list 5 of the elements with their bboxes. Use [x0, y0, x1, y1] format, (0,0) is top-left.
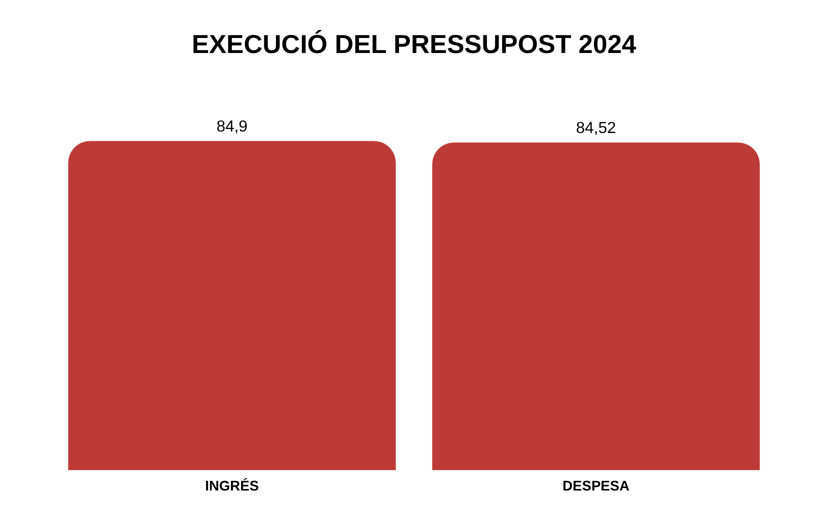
x-tick-label: DESPESA: [562, 477, 630, 494]
data-label: 84,9: [216, 118, 248, 136]
data-label: 84,52: [576, 120, 616, 137]
chart-title: EXECUCIÓ DEL PRESSUPOST 2024: [192, 28, 637, 59]
x-tick-label: INGRÉS: [205, 477, 259, 494]
